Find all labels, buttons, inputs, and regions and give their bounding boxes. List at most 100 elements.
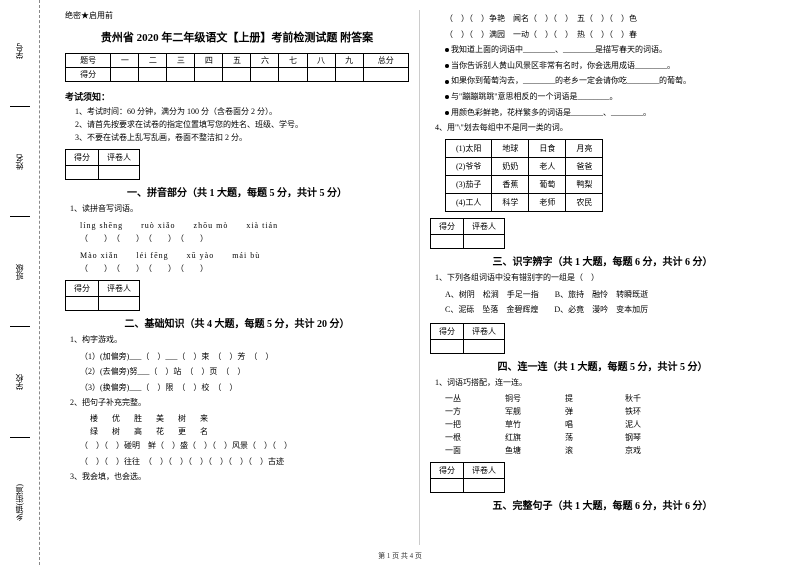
mark-cell: 评卷人 [464,323,505,339]
question-1: 1、读拼音写词语。 [70,203,409,216]
grid-cell: 日食 [529,139,566,157]
fill-line: （3）(换偏旁)___（ ）限 （ ）校 （ ） [80,381,409,395]
binding-margin: 学号 姓名 班级 学校 乡镇(街道) [0,0,40,565]
margin-line [10,326,30,327]
match-row: 一方军舰弹铁环 [445,406,775,417]
score-header: 题号 [66,54,111,68]
match-row: 一面鱼塘滚京戏 [445,445,775,456]
left-column: 绝密★启用前 贵州省 2020 年二年级语文【上册】考前检测试题 附答案 题号 … [55,10,420,545]
option-line: C、泥砾 坠落 金碧辉煌 D、必竟 漫吟 变本加厉 [445,303,775,317]
bullet-icon [445,80,449,84]
section-3-title: 三、识字辨字（共 1 大题，每题 6 分，共计 6 分） [430,253,775,268]
notice-item: 2、请首先按要求在试卷的指定位置填写您的姓名、班级、学号。 [75,119,409,130]
bullet-icon [445,95,449,99]
bullet-text: 与"蹦蹦跳跳"意思相反的一个词语是________。 [451,92,618,101]
bullet-text: 如果你到葡萄沟去，________的老乡一定会请你吃________的葡萄。 [451,76,691,85]
margin-label-4: 学校 [14,374,25,390]
marker-table: 得分评卷人 [430,323,505,354]
grid-cell: 香蕉 [492,175,529,193]
exam-title: 贵州省 2020 年二年级语文【上册】考前检测试题 附答案 [65,29,409,45]
bullet-line: 当你告诉别人黄山风景区非常有名时，你会选用成语________。 [445,59,775,73]
right-column: （ ）（ ）争艳 闻名（ ）（ ） 五（ ）（ ）色 （ ）（ ）满园 一动（ … [420,10,785,545]
score-header: 九 [335,54,363,68]
margin-line [10,216,30,217]
marker-table: 得分评卷人 [65,280,140,311]
margin-label-3: 班级 [14,264,25,280]
match-row: 一丛铜号提秋千 [445,393,775,404]
question: 1、词语巧搭配，连一连。 [435,377,775,390]
section-2-title: 二、基础知识（共 4 大题，每题 5 分，共计 20 分） [65,315,409,330]
bullet-line: 如果你到葡萄沟去，________的老乡一定会请你吃________的葡萄。 [445,74,775,88]
match-row: 一根红旗荡钢琴 [445,432,775,443]
grid-cell: 葡萄 [529,175,566,193]
grid-cell: 科学 [492,193,529,211]
grid-cell: 地球 [492,139,529,157]
mark-cell: 得分 [66,280,99,296]
score-header: 总分 [363,54,408,68]
score-header: 五 [223,54,251,68]
score-row-label: 得分 [66,68,111,82]
marker-table: 得分评卷人 [430,218,505,249]
option-line: A、树阴 松涧 手足一指 B、旅持 融怜 转瞬既逝 [445,288,775,302]
score-header: 一 [111,54,139,68]
section-5-title: 五、完整句子（共 1 大题，每题 6 分，共计 6 分） [430,497,775,512]
fill-line: （ ）（ ）往往 （ ）（ ）（ ）（ ）（ ）（ ）古迹 [80,455,409,469]
score-header: 二 [139,54,167,68]
score-header: 八 [307,54,335,68]
word-grid: (1)太阳地球日食月亮 (2)爷爷奶奶老人爸爸 (3)茄子香蕉葡萄鸭梨 (4)工… [445,139,603,212]
mark-cell: 得分 [66,150,99,166]
question: 1、构字游戏。 [70,334,409,347]
score-header: 四 [195,54,223,68]
score-table: 题号 一 二 三 四 五 六 七 八 九 总分 得分 [65,53,409,82]
margin-line [10,437,30,438]
grid-cell: 老人 [529,157,566,175]
score-header: 七 [279,54,307,68]
question: 3、我会填，也会选。 [70,471,409,484]
mark-cell: 评卷人 [464,462,505,478]
secret-label: 绝密★启用前 [65,10,409,21]
mark-cell: 得分 [431,218,464,234]
bullet-line: 与"蹦蹦跳跳"意思相反的一个词语是________。 [445,90,775,104]
question: 4、用"\"划去每组中不是同一类的词。 [435,122,775,135]
mark-cell: 评卷人 [99,280,140,296]
fill-line: （ ）（ ）满园 一动（ ）（ ） 热（ ）（ ）春 [445,28,775,42]
mark-cell: 评卷人 [99,150,140,166]
mark-cell: 评卷人 [464,218,505,234]
notice-heading: 考试须知： [65,90,409,103]
pinyin-row: Mào xiǎn léi fēng xū yào mái bù [80,250,409,261]
notice-item: 1、考试时间：60 分钟，满分为 100 分（含卷面分 2 分）。 [75,106,409,117]
marker-table: 得分评卷人 [65,149,140,180]
pinyin-row: líng shēng ruò xiǎo zhōu mò xià tián [80,220,409,231]
marker-table: 得分评卷人 [430,462,505,493]
match-row: 一把草竹唱泥人 [445,419,775,430]
fill-line: （1）(加偏旁)___（ ）___（ ）束 （ ）芳 （ ） [80,350,409,364]
question: 1、下列各组词语中没有错别字的一组是（ ） [435,272,775,285]
grid-cell: (2)爷爷 [446,157,492,175]
grid-cell: 月亮 [566,139,603,157]
bullet-icon [445,48,449,52]
fill-line: （2）(去偏旁)努___（ ）站 （ ）页 （ ） [80,365,409,379]
section-4-title: 四、连一连（共 1 大题，每题 5 分，共计 5 分） [430,358,775,373]
paren-row: （ ） （ ） （ ） （ ） [80,233,409,244]
margin-line [10,106,30,107]
word-row: 绿 树 高 花 更 名 [90,426,409,437]
bullet-icon [445,64,449,68]
bullet-text: 用颜色彩鲜艳，花样繁多的词语是________、________。 [451,108,651,117]
page-content: 绝密★启用前 贵州省 2020 年二年级语文【上册】考前检测试题 附答案 题号 … [40,0,800,565]
mark-cell: 得分 [431,323,464,339]
bullet-icon [445,111,449,115]
paren-row: （ ） （ ） （ ） （ ） [80,263,409,274]
grid-cell: (3)茄子 [446,175,492,193]
bullet-line: 我知道上面的词语中________、________是描写春天的词语。 [445,43,775,57]
margin-label-1: 学号 [14,43,25,59]
grid-cell: (1)太阳 [446,139,492,157]
word-row: 楼 优 胜 美 树 来 [90,413,409,424]
section-1-title: 一、拼音部分（共 1 大题，每题 5 分，共计 5 分） [65,184,409,199]
grid-cell: 老师 [529,193,566,211]
grid-cell: 奶奶 [492,157,529,175]
bullet-text: 当你告诉别人黄山风景区非常有名时，你会选用成语________。 [451,61,675,70]
bullet-line: 用颜色彩鲜艳，花样繁多的词语是________、________。 [445,106,775,120]
margin-label-2: 姓名 [14,154,25,170]
grid-cell: 农民 [566,193,603,211]
grid-cell: (4)工人 [446,193,492,211]
